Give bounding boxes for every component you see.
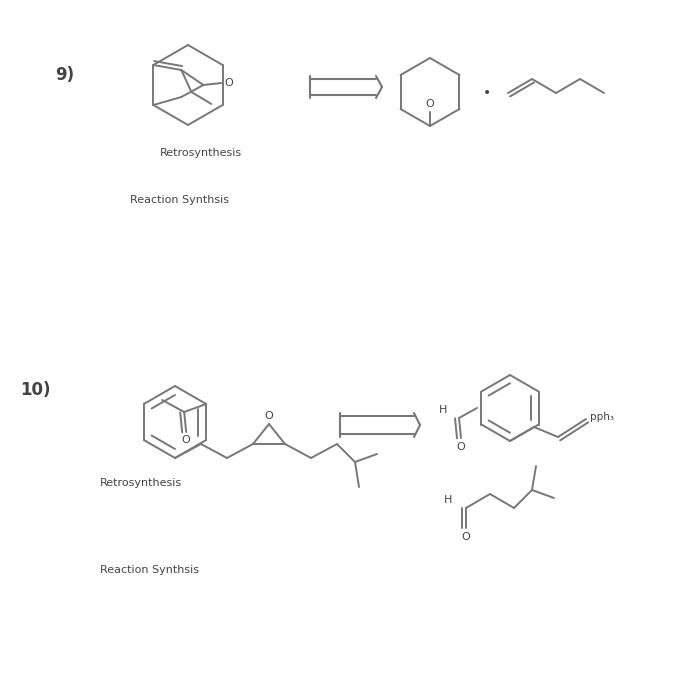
- Text: O: O: [456, 442, 466, 452]
- Text: Retrosynthesis: Retrosynthesis: [100, 478, 182, 488]
- Text: H: H: [444, 495, 452, 505]
- Text: pph₃: pph₃: [590, 412, 614, 422]
- Text: Retrosynthesis: Retrosynthesis: [160, 148, 242, 158]
- Text: O: O: [461, 532, 470, 542]
- Text: 9): 9): [55, 66, 74, 84]
- Text: O: O: [224, 78, 232, 88]
- Text: •: •: [483, 86, 491, 100]
- Text: H: H: [439, 405, 447, 415]
- Text: O: O: [265, 411, 274, 421]
- Text: 10): 10): [20, 381, 50, 399]
- Text: O: O: [426, 99, 435, 109]
- Text: Reaction Synthsis: Reaction Synthsis: [130, 195, 229, 205]
- Text: O: O: [182, 435, 190, 445]
- Text: Reaction Synthsis: Reaction Synthsis: [100, 565, 199, 575]
